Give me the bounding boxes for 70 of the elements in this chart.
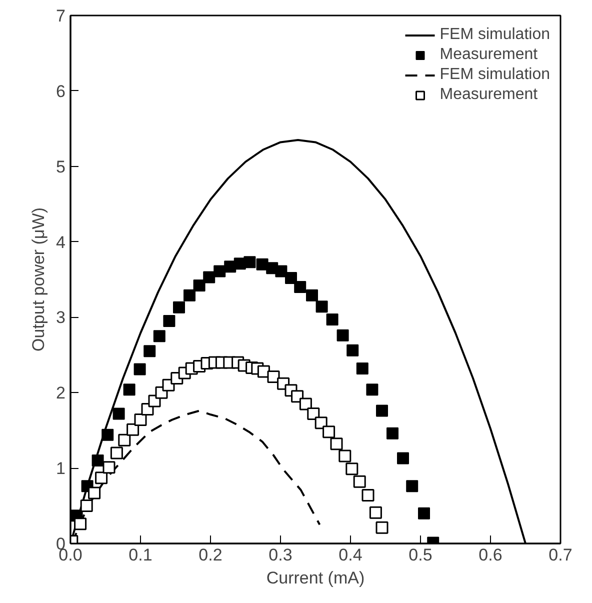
point — [102, 461, 116, 474]
point — [353, 475, 366, 488]
point — [123, 384, 136, 396]
point — [134, 363, 146, 376]
point — [95, 472, 108, 484]
x-tick-label: 0.7 — [548, 546, 572, 564]
legend-label: Measurement — [440, 46, 538, 64]
point — [184, 289, 196, 302]
point — [307, 408, 320, 420]
point — [322, 426, 336, 438]
point — [203, 271, 216, 284]
point — [346, 462, 358, 476]
x-tick-label: 0.4 — [338, 546, 362, 564]
y-tick-label: 7 — [56, 6, 66, 26]
point — [418, 507, 430, 520]
legend-label: Measurement — [440, 86, 538, 104]
point — [376, 404, 388, 417]
x-axis-title: Current (mA) — [266, 568, 365, 588]
point — [406, 480, 418, 492]
point — [88, 486, 101, 500]
point — [275, 265, 288, 278]
point — [118, 434, 131, 446]
point — [80, 500, 93, 512]
y-tick-label: 1 — [56, 459, 66, 478]
point — [153, 330, 166, 342]
point — [74, 518, 87, 530]
x-tick-label: 0.1 — [128, 546, 152, 564]
point — [110, 446, 123, 460]
point — [102, 428, 114, 441]
point — [346, 344, 359, 356]
point — [126, 423, 140, 436]
y-tick-label: 2 — [56, 384, 66, 403]
point — [244, 256, 256, 268]
y-tick-label: 3 — [56, 308, 66, 328]
point — [267, 370, 280, 384]
point — [285, 272, 297, 284]
point — [163, 314, 176, 327]
point — [366, 384, 378, 396]
point — [134, 414, 147, 426]
y-axis-title: Output power (μW) — [29, 208, 48, 352]
x-tick-label: 0.3 — [268, 546, 292, 564]
point — [214, 265, 226, 278]
x-tick-label: 0.2 — [198, 546, 222, 564]
point — [314, 416, 328, 430]
point — [356, 362, 368, 375]
point — [144, 345, 156, 358]
point — [362, 488, 374, 502]
legend-label: FEM simulation — [440, 66, 550, 84]
point — [306, 289, 318, 302]
point — [330, 438, 343, 450]
y-tick-label: 5 — [56, 157, 66, 176]
legend-label: FEM simulation — [440, 26, 550, 44]
point — [193, 280, 206, 292]
point — [397, 452, 409, 464]
point — [326, 313, 338, 326]
point — [294, 281, 306, 294]
x-tick-label: 0.5 — [408, 546, 432, 564]
point — [316, 300, 328, 313]
y-tick-label: 6 — [56, 82, 66, 101]
point — [92, 454, 104, 467]
point — [299, 398, 312, 410]
point — [112, 408, 125, 420]
point — [376, 521, 388, 534]
point — [173, 301, 185, 314]
point — [336, 329, 349, 342]
point — [338, 450, 352, 462]
y-tick-label: 4 — [56, 232, 66, 252]
x-tick-label: 0.6 — [478, 546, 502, 564]
point — [369, 506, 382, 519]
point — [386, 427, 398, 440]
